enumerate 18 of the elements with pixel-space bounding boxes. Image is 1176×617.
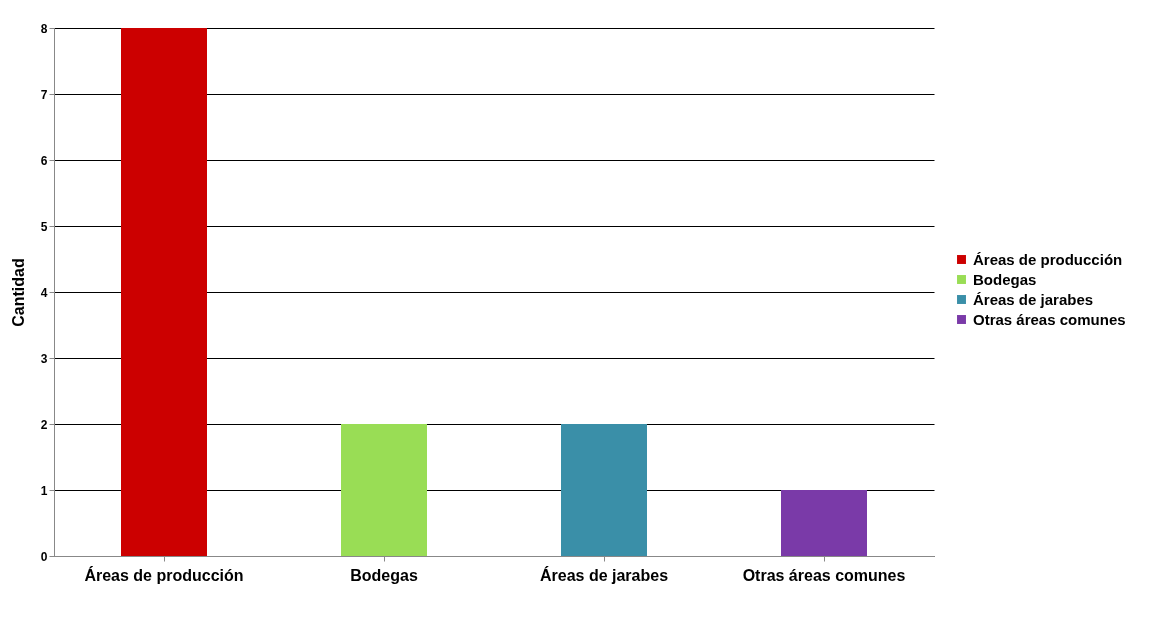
x-tick-label: Otras áreas comunes (742, 566, 906, 584)
y-axis-title: Cantidad (9, 258, 27, 327)
y-tick-label: 3 (40, 351, 48, 366)
legend-label: Bodegas (973, 270, 1037, 288)
y-tick-label: 4 (40, 285, 48, 300)
x-tick-label: Áreas de producción (84, 565, 244, 584)
y-tick-label: 8 (40, 21, 48, 36)
y-tick-label: 7 (40, 87, 48, 102)
legend-label: Áreas de jarabes (973, 290, 1094, 308)
x-tick-label: Bodegas (350, 566, 418, 584)
legend-label: Áreas de producción (973, 250, 1123, 268)
y-tick-label: 1 (40, 483, 48, 498)
y-tick-label: 2 (40, 417, 48, 432)
y-tick-label: 5 (40, 219, 48, 234)
legend-label: Otras áreas comunes (973, 310, 1126, 328)
y-tick-label: 6 (40, 153, 48, 168)
y-tick-label: 0 (40, 549, 48, 564)
x-tick-label: Áreas de jarabes (539, 565, 669, 584)
